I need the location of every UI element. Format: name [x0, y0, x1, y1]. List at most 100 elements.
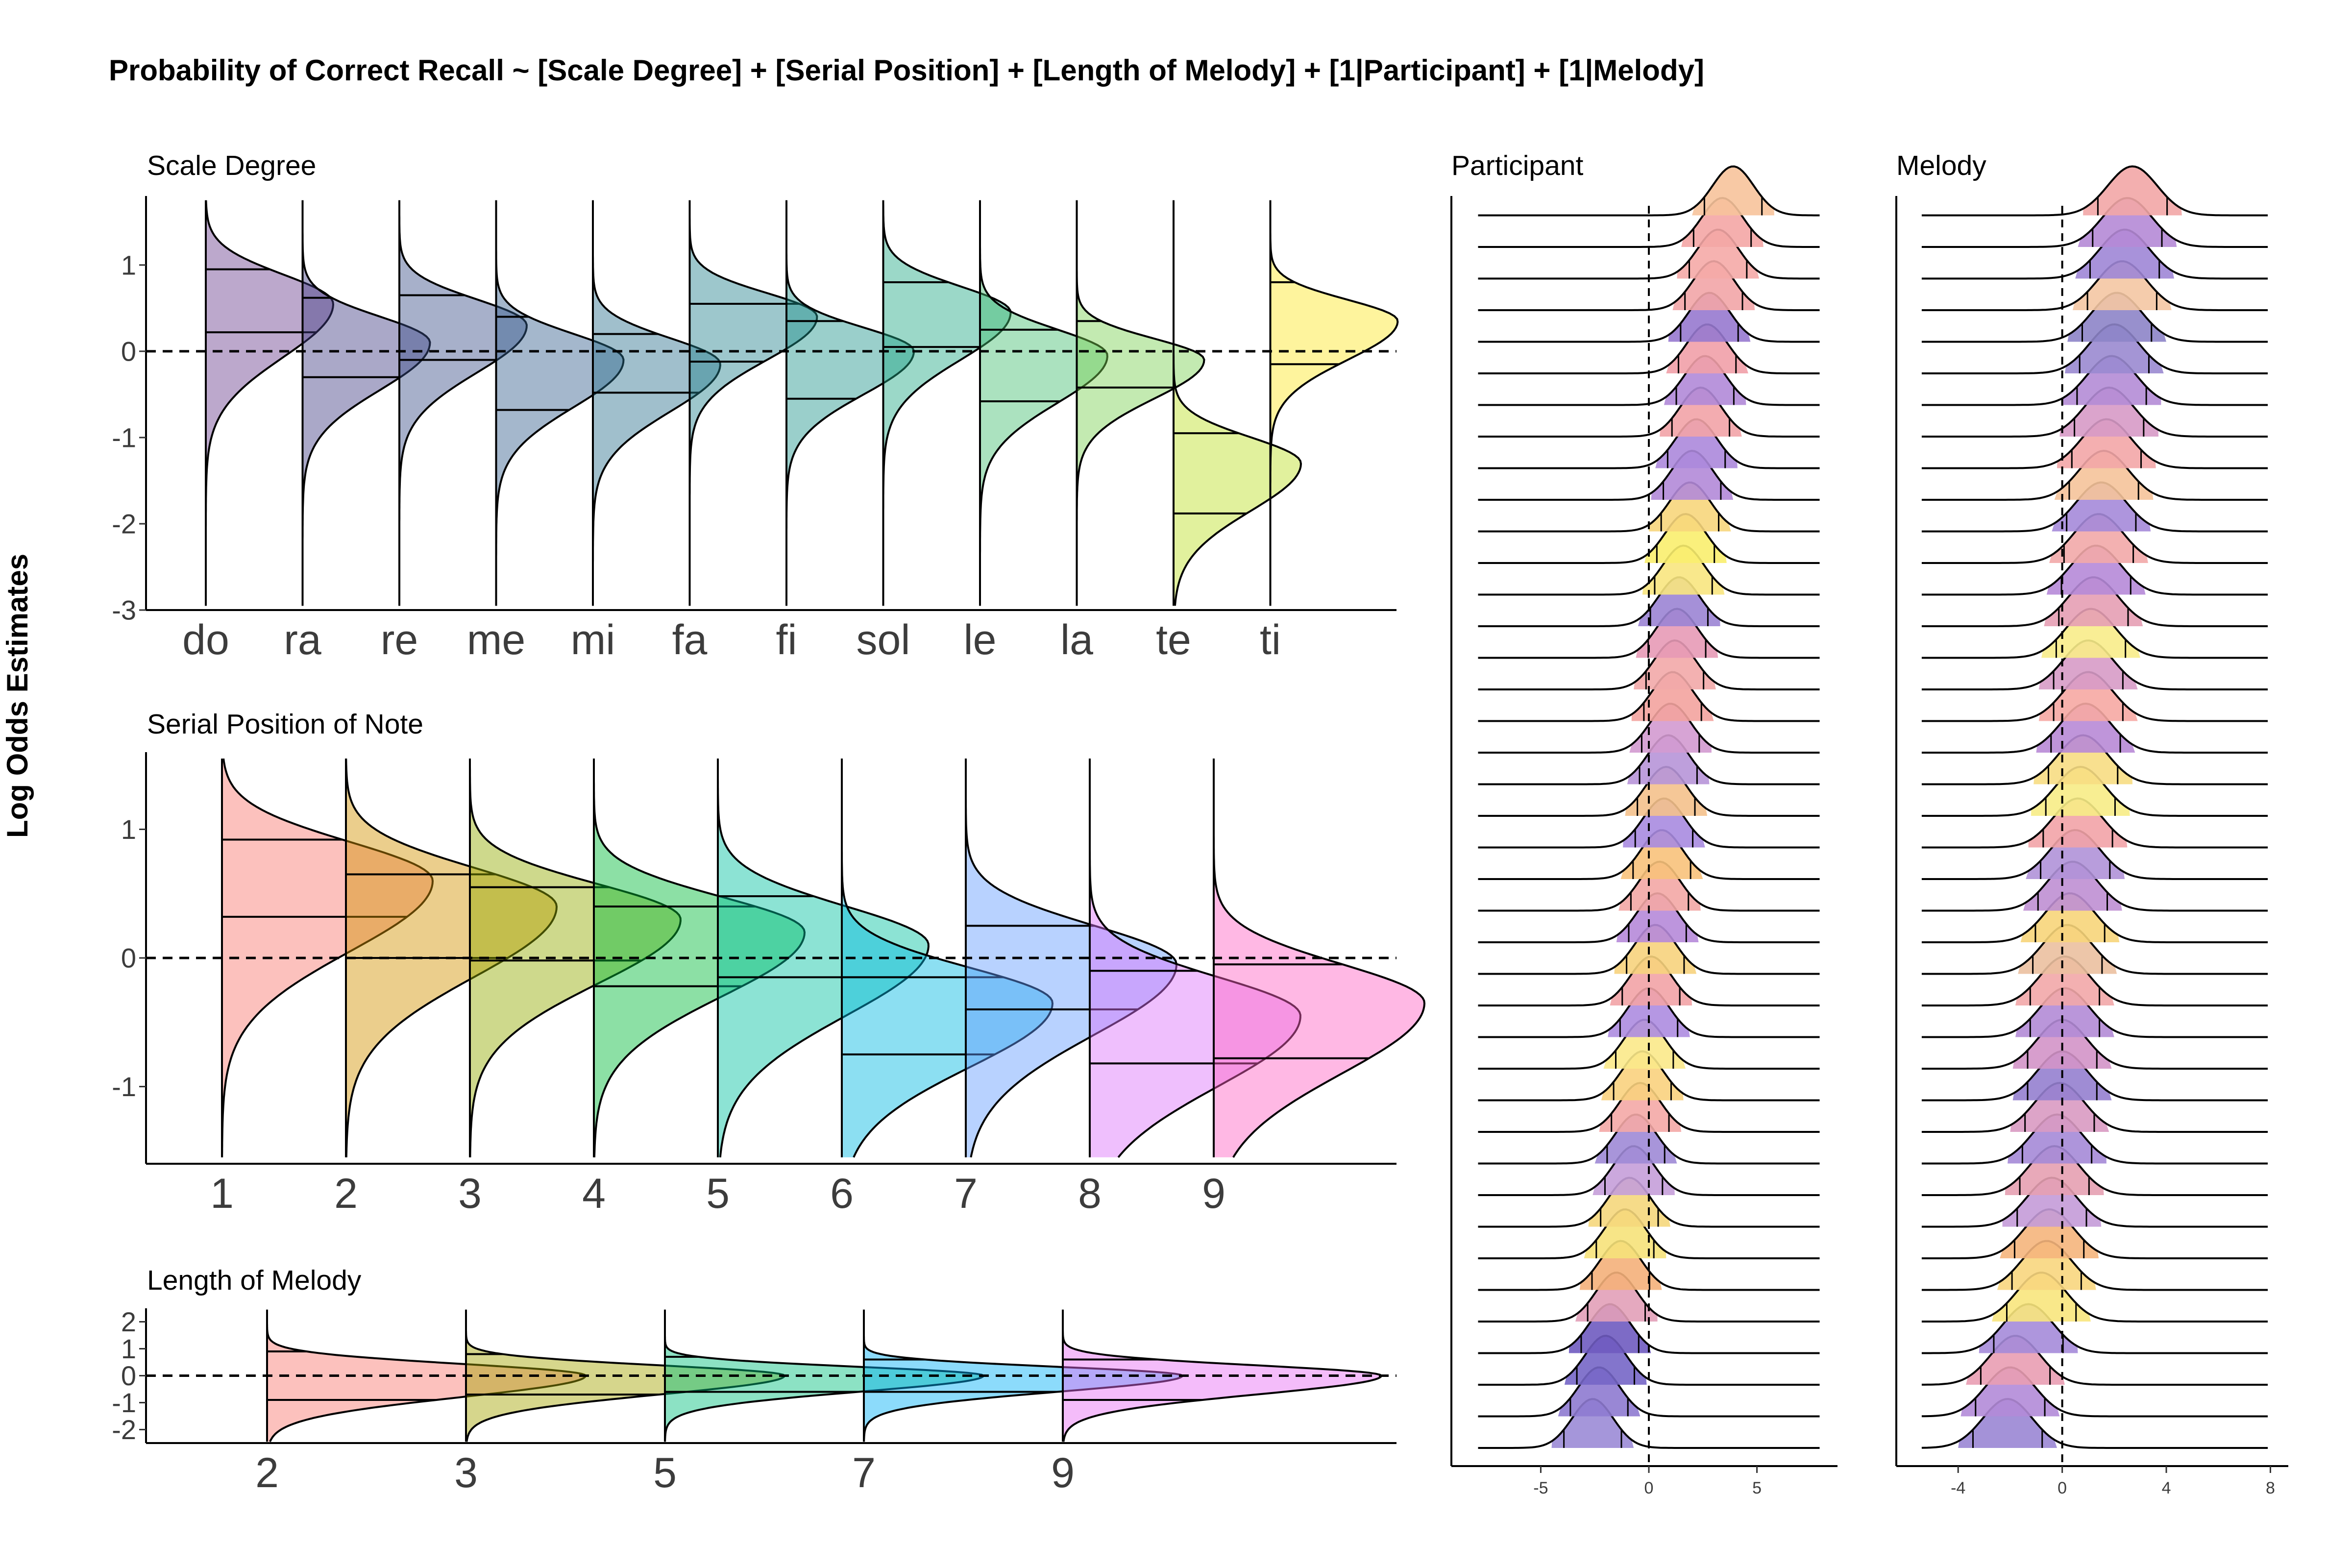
density-ra [302, 200, 430, 606]
ridge-fill [2067, 293, 2166, 342]
ridge-outline [1921, 1272, 2268, 1323]
ridge-fill [1672, 261, 1755, 310]
panel-title-scale-degree: Scale Degree [147, 150, 316, 181]
ridge-fill [2034, 735, 2132, 784]
panel-title-melody: Melody [1896, 150, 1986, 181]
melody-panel: -4 0 4 8 [1895, 165, 2288, 1497]
x-tick-label-le: le [964, 616, 997, 663]
x-tick-label: -4 [1951, 1479, 1965, 1497]
density-outline-ti [1269, 200, 1399, 606]
ridge-outline [1478, 639, 1820, 690]
ridge-fill [1960, 1367, 2060, 1417]
ridge-fill [1588, 1177, 1671, 1227]
density-7 [864, 1309, 1182, 1442]
density-3 [470, 759, 681, 1157]
ridge-fill [2026, 830, 2125, 879]
x-tick-label-5: 5 [653, 1449, 677, 1496]
density-me [496, 200, 624, 606]
ridge-fill [1642, 545, 1725, 595]
ridge-fill [1623, 798, 1705, 848]
ridge-fill [1558, 1367, 1641, 1417]
x-tick-label-ra: ra [284, 616, 321, 663]
ridge-fill [2015, 988, 2114, 1037]
density-6 [842, 759, 1053, 1157]
ridge-fill [1616, 893, 1699, 942]
ridge-fill [2008, 1114, 2107, 1164]
ridge-fill [1594, 1114, 1677, 1164]
ridge-fill [1655, 419, 1738, 468]
ridge-fill [2023, 861, 2122, 911]
x-tick-label-fa: fa [672, 616, 708, 663]
x-tick-label-re: re [381, 616, 418, 663]
ridge-fill [1644, 514, 1727, 563]
panel-title-participant: Participant [1451, 150, 1583, 181]
y-tick-label: 2 [121, 1306, 136, 1337]
ridge-fill [2000, 1209, 2099, 1258]
y-axis-label: Log Odds Estimates [1, 554, 34, 838]
ridge-fill [1668, 293, 1751, 342]
y-tick-label: -2 [112, 1414, 136, 1445]
x-tick-label: 5 [1752, 1479, 1762, 1497]
x-tick-label: 0 [1644, 1479, 1654, 1497]
ridge-fill [1966, 1336, 2065, 1385]
density-fa [689, 200, 817, 606]
ridge-fill [2038, 672, 2138, 721]
panel-title-length-of-melody: Length of Melody [147, 1265, 362, 1296]
ridge-outline [1921, 924, 2268, 975]
ridge-fill [1601, 1051, 1684, 1101]
ridge-outline [1478, 671, 1820, 722]
density-te [1174, 200, 1301, 606]
length-of-melody-panel: 210-1-22 3 5 7 9 [112, 1306, 1396, 1496]
ridge-fill [1992, 1273, 2091, 1322]
y-tick-label: -1 [112, 1387, 136, 1418]
ridge-fill [1979, 1304, 2078, 1353]
density-la [1077, 200, 1204, 606]
ridge-fill [1638, 577, 1720, 626]
ridge-outline [1478, 1208, 1820, 1259]
density-2 [267, 1309, 586, 1442]
ridge-outline [1921, 1335, 2268, 1386]
y-tick-label: 1 [121, 249, 136, 280]
ridge-fill [2036, 704, 2135, 753]
ridge-fill [1579, 1241, 1662, 1290]
ridge-outline [1921, 228, 2268, 280]
ridge-fill [1681, 198, 1764, 247]
x-tick-label-6: 6 [830, 1170, 854, 1217]
y-tick-label: 0 [121, 943, 136, 974]
x-tick-label-1: 1 [210, 1170, 234, 1217]
ridge-fill [2018, 925, 2117, 974]
x-tick-label: 4 [2162, 1479, 2171, 1497]
density-3 [466, 1309, 784, 1442]
x-tick-label-ti: ti [1260, 616, 1281, 663]
ridge-fill [1603, 1020, 1686, 1069]
ridge-outline [1921, 1113, 2268, 1165]
ridge-fill [2072, 261, 2172, 310]
ridge-fill [2054, 451, 2154, 500]
ridge-fill [1958, 1399, 2057, 1448]
figure-title: Probability of Correct Recall ~ [Scale D… [109, 54, 1704, 87]
ridge-fill [2005, 1146, 2104, 1195]
ridge-fill [2031, 767, 2130, 816]
density-do [206, 200, 333, 606]
ridge-fill [1692, 166, 1774, 216]
density-fi [786, 200, 914, 606]
ridge-fill [1618, 861, 1701, 911]
ridge-fill [1634, 640, 1716, 689]
density-5 [665, 1309, 983, 1442]
ridge-fill [1631, 672, 1714, 721]
ridge-outline [1478, 703, 1820, 754]
ridge-fill [2015, 956, 2114, 1005]
y-tick-label: -2 [112, 509, 136, 539]
ridge-outline [1478, 1240, 1820, 1291]
ridge-outline [1921, 1019, 2268, 1070]
x-tick-label: 0 [2058, 1479, 2067, 1497]
ridge-fill [1610, 956, 1692, 1005]
ridge-fill [1677, 229, 1759, 279]
participant-panel: -5 0 5 [1450, 165, 1838, 1497]
ridge-fill [1666, 324, 1748, 373]
ridge-fill [2041, 609, 2140, 658]
density-re [399, 200, 527, 606]
x-tick-label-me: me [467, 616, 525, 663]
ridge-outline [1478, 292, 1820, 343]
ridge-fill [2002, 1177, 2102, 1227]
